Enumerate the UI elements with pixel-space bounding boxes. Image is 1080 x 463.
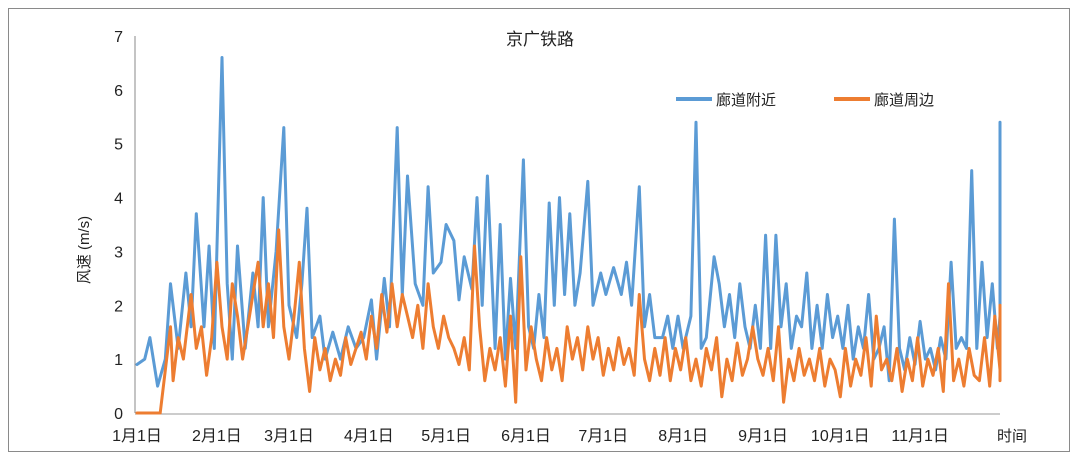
legend: 廊道附近 廊道周边 [676,92,934,109]
x-tick-label: 9月1日 [738,428,788,445]
y-tick-label: 1 [114,352,123,369]
x-tick-label: 6月1日 [501,428,551,445]
y-tick-label: 7 [114,29,123,46]
legend-label-near: 廊道附近 [716,92,776,109]
x-axis-label: 时间 [997,428,1027,445]
y-tick-label: 2 [114,298,123,315]
y-tick-label: 6 [114,83,123,100]
x-tick-label: 10月1日 [811,428,870,445]
y-tick-label: 0 [114,406,123,423]
x-tick-label: 5月1日 [421,428,471,445]
y-tick-label: 4 [114,191,123,208]
x-axis: 1月1日 2月1日 3月1日 4月1日 5月1日 6月1日 7月1日 8月1日 9月1日 10月1… [112,413,1000,445]
y-axis: 0 1 2 3 4 5 6 7 [114,29,136,423]
x-tick-label: 8月1日 [658,428,708,445]
y-tick-label: 3 [114,244,123,261]
x-tick-label: 7月1日 [578,428,628,445]
x-tick-label: 1月1日 [112,428,162,445]
x-tick-label: 4月1日 [344,428,394,445]
y-tick-label: 5 [114,137,123,154]
x-tick-label: 3月1日 [264,428,314,445]
x-tick-label: 2月1日 [192,428,242,445]
x-tick-label: 11月1日 [891,428,949,445]
series-line-surrounding [135,228,1002,415]
y-axis-label: 风速 (m/s) [76,216,93,284]
chart-title: 京广铁路 [506,30,574,49]
series-layer [135,56,1002,415]
legend-label-surrounding: 廊道周边 [874,92,934,109]
